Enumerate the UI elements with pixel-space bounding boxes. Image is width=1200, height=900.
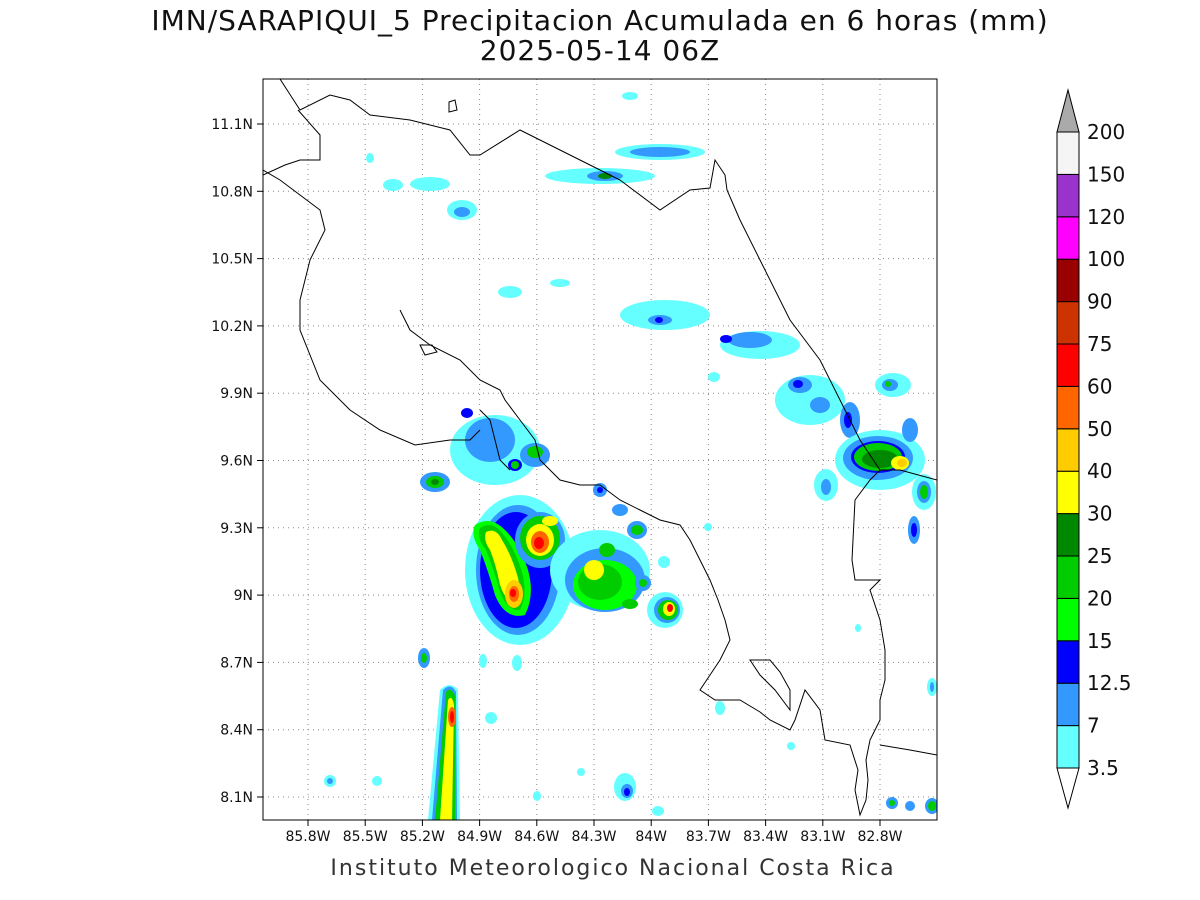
colorbar-label: 60 <box>1087 374 1112 398</box>
colorbar-swatch <box>1056 428 1080 472</box>
colorbar-label: 150 <box>1087 162 1125 186</box>
colorbar-swatch <box>1056 555 1080 599</box>
colorbar-swatch <box>1056 385 1080 430</box>
colorbar-label: 100 <box>1087 247 1125 271</box>
colorbar-label: 30 <box>1087 502 1112 526</box>
lat-label: 9.9N <box>220 386 253 402</box>
lon-label: 83.7W <box>686 829 731 845</box>
colorbar-label: 75 <box>1087 332 1112 356</box>
lat-label: 9.3N <box>220 521 253 537</box>
coastlines-borders <box>263 79 937 817</box>
map-title: IMN/SARAPIQUI_5 Precipitacion Acumulada … <box>151 4 1049 37</box>
colorbar-swatch <box>1056 682 1080 727</box>
colorbar-label: 20 <box>1087 586 1112 610</box>
rain-cell-central-pacific <box>420 408 712 645</box>
lat-label: 9N <box>234 588 253 604</box>
lat-label: 8.7N <box>220 655 253 671</box>
colorbar-label: 200 <box>1087 120 1125 144</box>
rain-cell-south-streak <box>324 624 937 820</box>
lon-label: 84.9W <box>457 829 502 845</box>
colorbar-swatch <box>1056 725 1080 769</box>
lon-label: 84.6W <box>514 829 559 845</box>
plot-frame <box>262 78 938 821</box>
colorbar-swatch <box>1056 513 1080 557</box>
colorbar-label: 120 <box>1087 205 1125 229</box>
lon-label: 82.8W <box>857 829 902 845</box>
rain-cell-limon <box>814 418 936 544</box>
lon-label: 85.2W <box>400 829 445 845</box>
colorbar-under-arrow <box>1056 767 1080 810</box>
colorbar-swatch <box>1056 640 1080 684</box>
lat-label: 10.8N <box>211 184 253 200</box>
colorbar-swatch <box>1056 173 1080 218</box>
lon-label: 85.5W <box>343 829 388 845</box>
lon-label: 83.1W <box>800 829 845 845</box>
lat-label: 10.2N <box>211 319 253 335</box>
rain-cell-north <box>366 92 705 298</box>
colorbar-label: 7 <box>1087 714 1100 738</box>
colorbar-label: 25 <box>1087 544 1112 568</box>
colorbar-swatch <box>1056 343 1080 387</box>
colorbar-label: 50 <box>1087 417 1112 441</box>
colorbar-swatch <box>1056 597 1080 642</box>
map-datetime: 2025-05-14 06Z <box>479 34 721 67</box>
precipitation-field <box>324 92 937 820</box>
colorbar-over-arrow <box>1056 88 1080 133</box>
colorbar-label: 12.5 <box>1087 671 1132 695</box>
latitude-labels: 11.1N 10.8N 10.5N 10.2N 9.9N 9.6N 9.3N 9N 8.7N 8.… <box>211 117 253 806</box>
colorbar-label: 90 <box>1087 290 1112 314</box>
lat-label: 8.4N <box>220 723 253 739</box>
lat-label: 8.1N <box>220 790 253 806</box>
lon-label: 83.4W <box>743 829 788 845</box>
colorbar-label: 15 <box>1087 629 1112 653</box>
lon-label: 84.3W <box>571 829 616 845</box>
colorbar-label: 40 <box>1087 459 1112 483</box>
longitude-labels: 85.8W 85.5W 85.2W 84.9W 84.6W 84.3W 84W 83.7W 83… <box>285 829 902 845</box>
colorbar-swatch <box>1056 470 1080 515</box>
footer-credit: Instituto Meteorologico Nacional Costa R… <box>330 856 896 881</box>
colorbar-label: 3.5 <box>1087 756 1119 780</box>
colorbar-swatch <box>1056 216 1080 260</box>
lon-label: 84W <box>635 829 667 845</box>
map-plot-area <box>263 79 937 820</box>
colorbar-swatch <box>1056 301 1080 345</box>
lat-label: 9.6N <box>220 454 253 470</box>
colorbar-legend: 3.5 7 12.5 15 20 25 30 40 50 60 75 90 100 120 150 200 <box>1056 88 1132 810</box>
lat-label: 10.5N <box>211 252 253 268</box>
colorbar-swatch <box>1056 131 1080 175</box>
lon-label: 85.8W <box>285 829 330 845</box>
colorbar-swatch <box>1056 258 1080 303</box>
lat-label: 11.1N <box>211 117 253 133</box>
